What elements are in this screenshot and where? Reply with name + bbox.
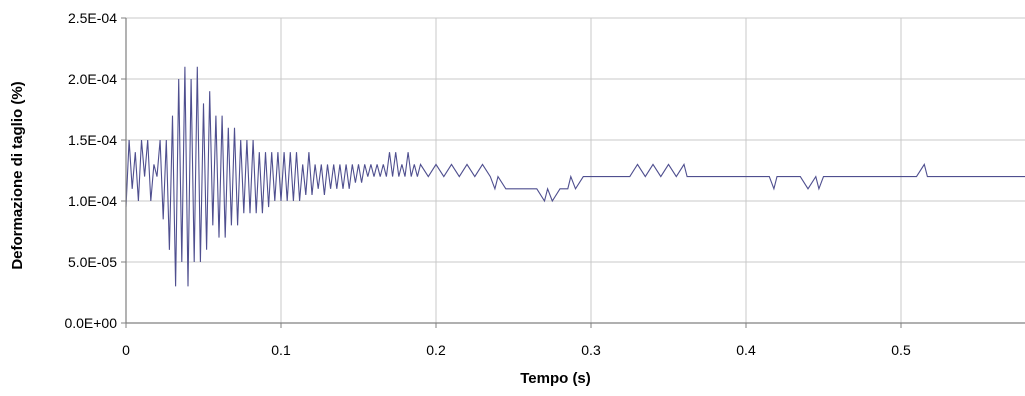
x-tick-label: 0.3 bbox=[581, 342, 601, 358]
strain-series-line bbox=[125, 66, 1025, 287]
grid-lines bbox=[126, 17, 1025, 323]
x-tick-label: 0.5 bbox=[891, 342, 911, 358]
y-tick-label: 0.0E+00 bbox=[64, 315, 117, 331]
y-axis-title: Deformazione di taglio (%) bbox=[9, 81, 26, 269]
y-tick-label: 5.0E-05 bbox=[68, 254, 117, 270]
x-tick-label: 0 bbox=[122, 342, 130, 358]
y-tick-label: 2.5E-04 bbox=[68, 10, 117, 26]
x-tick-label: 0.4 bbox=[736, 342, 756, 358]
y-tick-label: 1.5E-04 bbox=[68, 132, 117, 148]
tick-labels: 0.0E+00 5.0E-05 1.0E-04 1.5E-04 2.0E-04 2.5E-… bbox=[64, 10, 911, 358]
x-axis-title: Tempo (s) bbox=[520, 370, 591, 387]
y-tick-label: 1.0E-04 bbox=[68, 193, 117, 209]
series-layer bbox=[125, 66, 1025, 287]
x-tick-label: 0.1 bbox=[271, 342, 291, 358]
axes bbox=[121, 17, 1025, 328]
y-tick-label: 2.0E-04 bbox=[68, 71, 117, 87]
x-tick-label: 0.2 bbox=[426, 342, 446, 358]
